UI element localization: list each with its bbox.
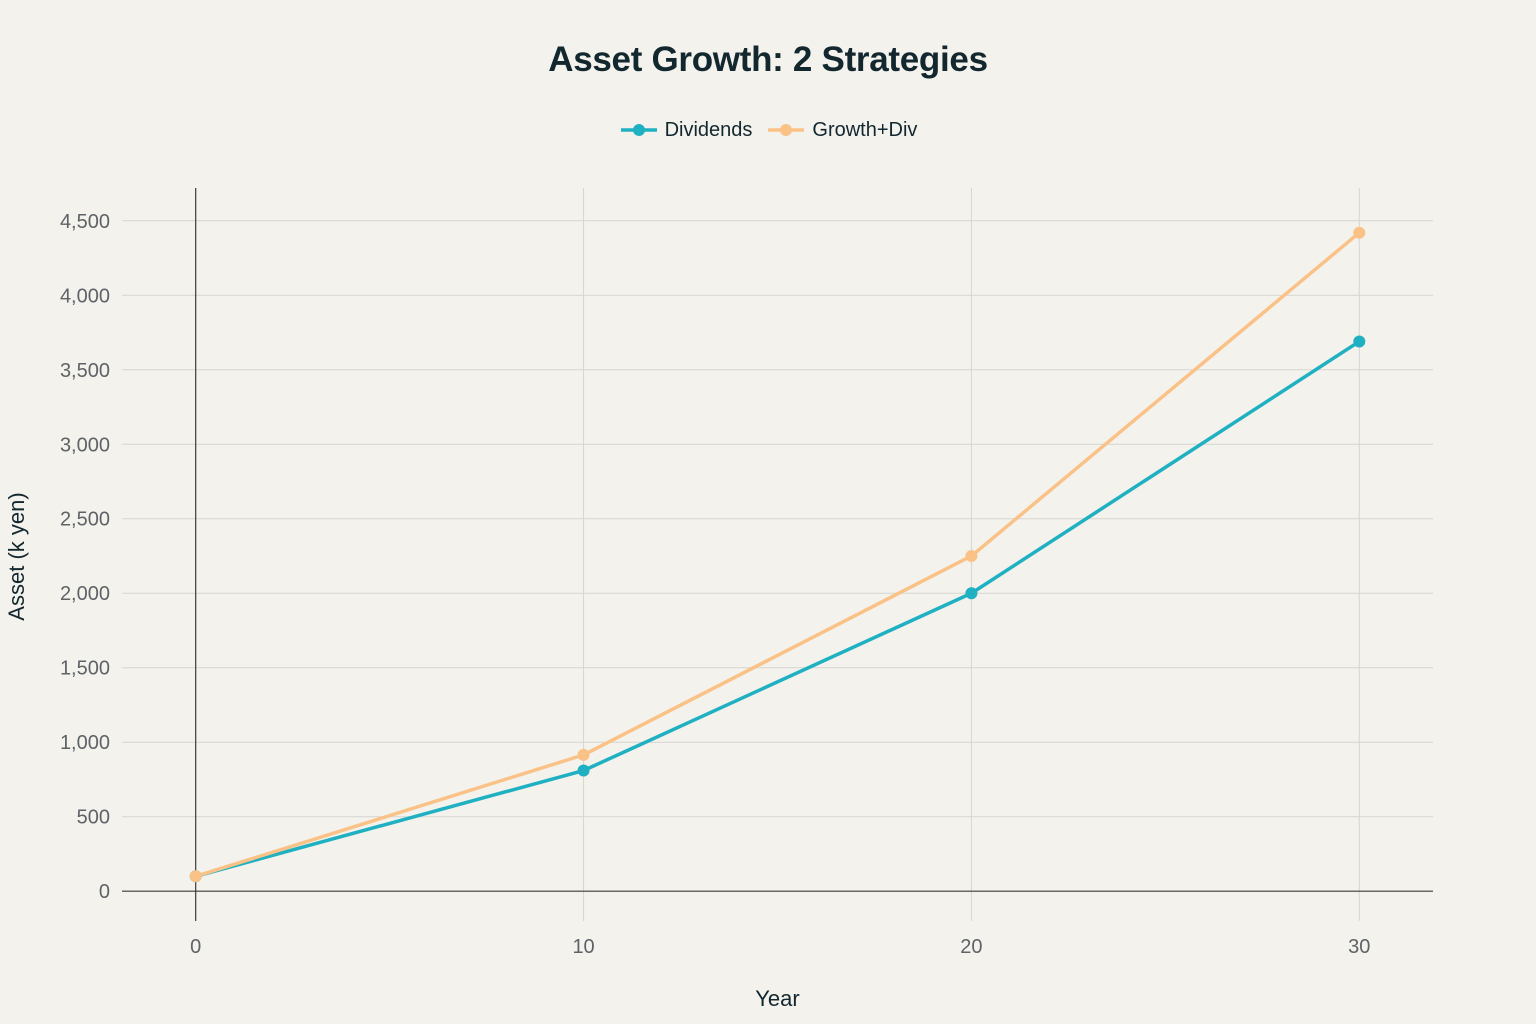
y-tick-label: 3,000 bbox=[60, 434, 110, 456]
y-tick-label: 2,500 bbox=[60, 509, 110, 531]
legend-swatch-series-0 bbox=[620, 124, 657, 136]
x-tick-label: 10 bbox=[572, 936, 594, 958]
y-tick-label: 0 bbox=[99, 881, 110, 903]
series-1-point[interactable] bbox=[577, 748, 590, 761]
legend-label-series-1: Growth+Div bbox=[812, 118, 918, 141]
series-1-point[interactable] bbox=[965, 549, 978, 562]
legend-item-series-0[interactable]: Dividends bbox=[619, 118, 753, 142]
axes bbox=[122, 188, 1433, 921]
series-layer bbox=[189, 226, 1366, 883]
y-tick-label: 1,500 bbox=[60, 658, 110, 680]
legend-label-series-0: Dividends bbox=[664, 118, 753, 141]
y-tick-label: 4,000 bbox=[60, 285, 110, 307]
y-tick-label: 3,500 bbox=[60, 360, 110, 382]
grid-lines bbox=[122, 188, 1433, 921]
legend-swatch-series-1 bbox=[768, 124, 805, 136]
series-line-0 bbox=[195, 339, 1361, 878]
y-tick-label: 4,500 bbox=[60, 211, 110, 233]
series-0-point[interactable] bbox=[1353, 335, 1366, 348]
x-axis-title: Year bbox=[755, 986, 799, 1011]
chart-title: Asset Growth: 2 Strategies bbox=[548, 40, 988, 79]
y-tick-label: 500 bbox=[77, 807, 110, 829]
tick-labels: 0 500 1,000 1,500 2,000 2,500 3,000 3,500 4,000 4… bbox=[60, 211, 1370, 958]
x-tick-label: 0 bbox=[190, 936, 201, 958]
x-tick-label: 30 bbox=[1348, 936, 1370, 958]
y-axis-title: Asset (k yen) bbox=[4, 492, 29, 620]
series-line-1 bbox=[195, 231, 1361, 878]
series-0-point[interactable] bbox=[965, 587, 978, 600]
x-tick-label: 20 bbox=[960, 936, 982, 958]
series-1-point[interactable] bbox=[1353, 226, 1366, 239]
legend-item-series-1[interactable]: Growth+Div bbox=[766, 118, 917, 142]
y-tick-label: 2,000 bbox=[60, 583, 110, 605]
legend: Dividends Growth+Div bbox=[0, 118, 1536, 142]
series-0-point[interactable] bbox=[577, 764, 590, 777]
y-tick-label: 1,000 bbox=[60, 732, 110, 754]
series-1-point[interactable] bbox=[189, 870, 202, 883]
